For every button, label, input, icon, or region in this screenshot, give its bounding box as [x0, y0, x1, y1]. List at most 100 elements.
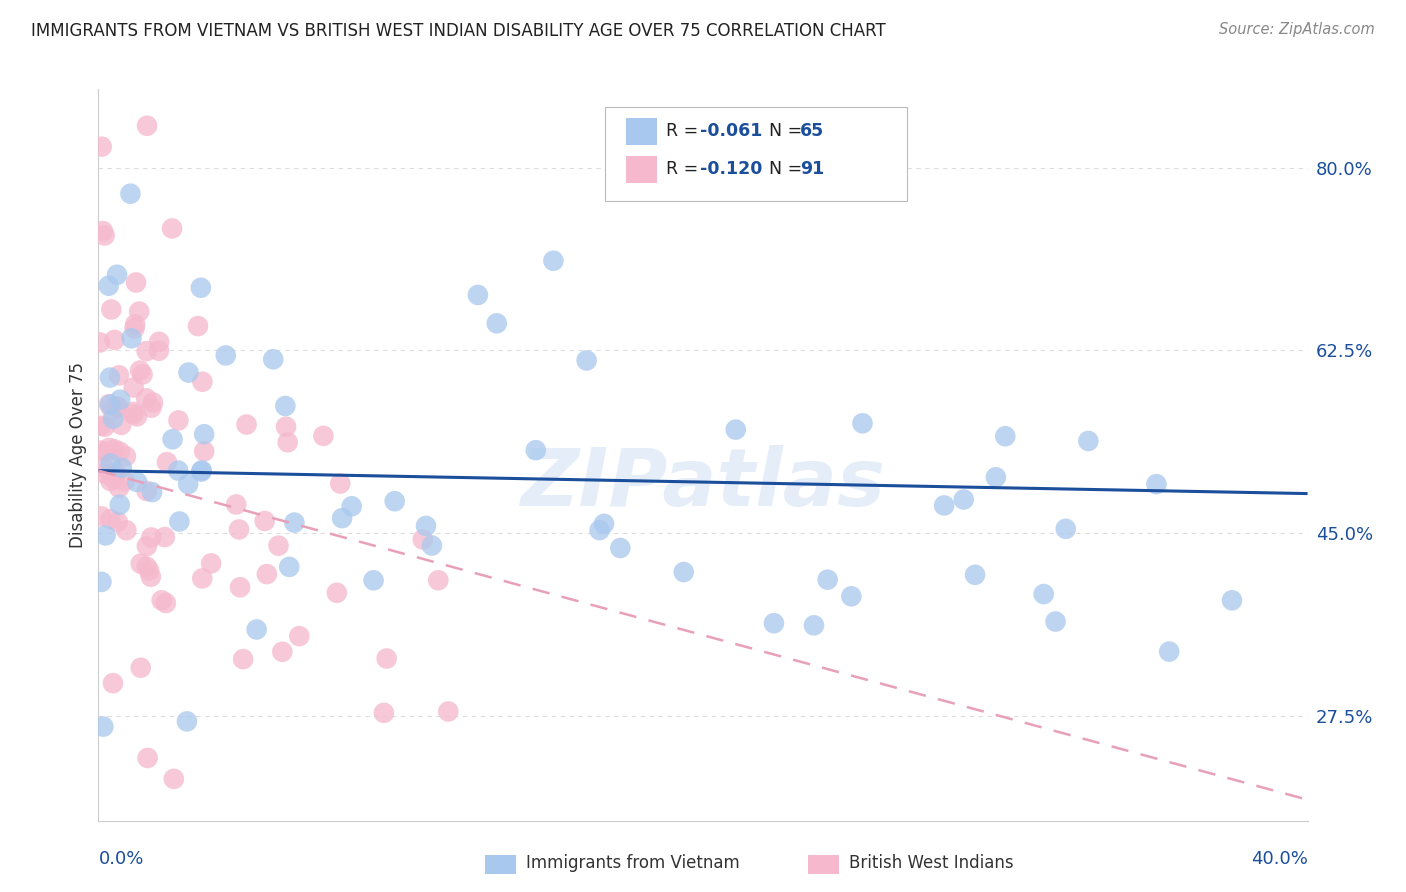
Point: [108, 481, 131, 495]
Point: [89, 443, 111, 458]
Point: [162, 432, 184, 446]
Point: [271, 645, 294, 659]
Point: [467, 288, 489, 302]
Point: [437, 705, 460, 719]
Point: [124, 321, 146, 335]
Point: [111, 460, 134, 475]
Text: 65: 65: [800, 122, 824, 140]
Point: [148, 343, 170, 358]
Point: [340, 500, 363, 514]
Point: [93, 228, 115, 243]
Point: [125, 276, 148, 290]
Point: [1159, 644, 1181, 658]
Point: [363, 574, 385, 588]
Point: [375, 651, 398, 665]
Point: [141, 531, 163, 545]
Point: [427, 574, 450, 588]
Point: [373, 706, 395, 720]
Point: [817, 573, 839, 587]
Point: [1054, 522, 1077, 536]
Point: [1032, 587, 1054, 601]
Point: [232, 652, 254, 666]
Point: [277, 435, 299, 450]
Point: [672, 565, 695, 579]
Point: [124, 318, 146, 332]
Point: [952, 492, 974, 507]
Point: [934, 499, 956, 513]
Point: [225, 498, 247, 512]
Point: [107, 400, 129, 414]
Point: [965, 567, 987, 582]
Point: [1144, 477, 1167, 491]
Point: [90, 509, 112, 524]
Point: [90, 139, 112, 153]
Text: R =: R =: [666, 122, 704, 140]
Point: [160, 221, 183, 235]
Point: [103, 333, 125, 347]
Point: [384, 494, 406, 508]
Text: R =: R =: [666, 161, 704, 178]
Point: [190, 463, 212, 477]
Text: Source: ZipAtlas.com: Source: ZipAtlas.com: [1219, 22, 1375, 37]
Point: [167, 464, 190, 478]
Point: [150, 593, 173, 607]
Point: [215, 348, 238, 362]
Point: [246, 623, 269, 637]
Text: N =: N =: [769, 161, 808, 178]
Point: [141, 401, 163, 415]
Y-axis label: Disability Age Over 75: Disability Age Over 75: [69, 362, 87, 548]
Point: [104, 468, 127, 483]
Point: [142, 395, 165, 409]
Point: [104, 400, 127, 414]
Point: [122, 380, 145, 394]
Point: [128, 304, 150, 318]
Point: [163, 772, 186, 786]
Text: -0.120: -0.120: [700, 161, 762, 178]
Point: [94, 467, 117, 481]
Point: [485, 316, 508, 330]
Point: [167, 413, 190, 427]
Point: [100, 512, 122, 526]
Text: ZIPatlas: ZIPatlas: [520, 445, 886, 524]
Point: [994, 429, 1017, 443]
Point: [108, 498, 131, 512]
Point: [420, 539, 443, 553]
Point: [115, 523, 138, 537]
Point: [330, 511, 353, 525]
Point: [94, 419, 117, 434]
Point: [191, 375, 214, 389]
Point: [101, 403, 124, 417]
Point: [762, 616, 785, 631]
Point: [127, 475, 149, 489]
Point: [135, 559, 157, 574]
Point: [329, 476, 352, 491]
Point: [136, 751, 159, 765]
Point: [153, 530, 176, 544]
Point: [229, 580, 252, 594]
Point: [262, 352, 284, 367]
Point: [412, 533, 434, 547]
Point: [100, 302, 122, 317]
Point: [94, 528, 117, 542]
Point: [190, 281, 212, 295]
Text: -0.061: -0.061: [700, 122, 762, 140]
Point: [256, 567, 278, 582]
Text: Immigrants from Vietnam: Immigrants from Vietnam: [526, 855, 740, 872]
Point: [90, 418, 112, 433]
Point: [235, 417, 257, 432]
Point: [326, 586, 349, 600]
Point: [89, 335, 111, 350]
Point: [91, 224, 114, 238]
Text: 40.0%: 40.0%: [1251, 850, 1308, 868]
Point: [104, 465, 127, 479]
Point: [121, 331, 143, 345]
Point: [98, 370, 121, 384]
Point: [129, 557, 152, 571]
Point: [191, 571, 214, 585]
Point: [122, 407, 145, 421]
Point: [156, 455, 179, 469]
Point: [108, 368, 131, 383]
Point: [135, 344, 157, 359]
Point: [984, 470, 1007, 484]
Point: [141, 485, 163, 500]
